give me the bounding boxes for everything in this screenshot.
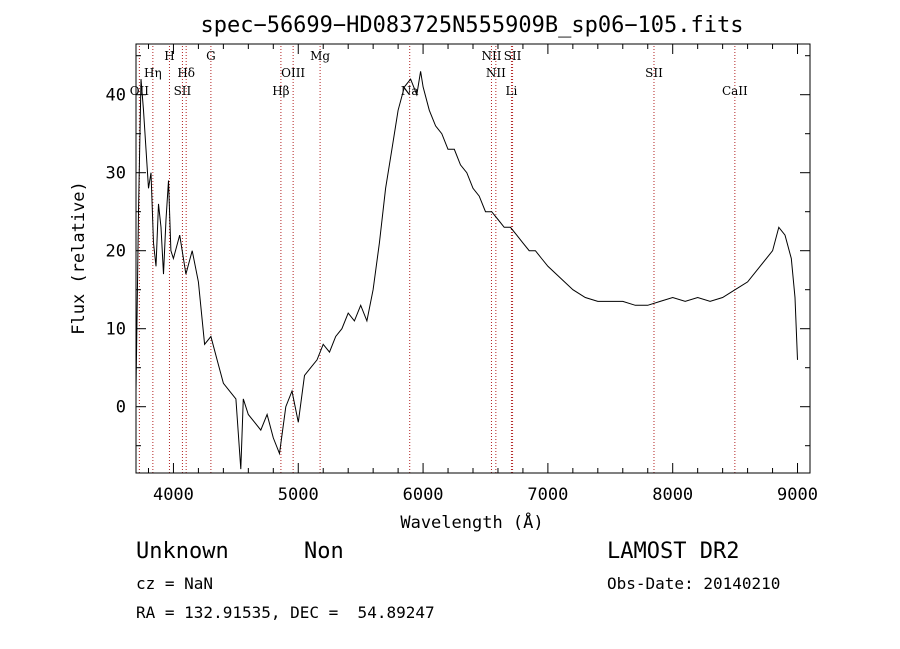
y-tick-label: 30 xyxy=(106,164,126,184)
y-tick-label: 40 xyxy=(106,86,126,106)
line-marker-label: NII xyxy=(481,49,501,63)
spectrum-line xyxy=(135,71,798,470)
line-marker-label: H xyxy=(164,49,174,63)
line-marker-label: OIII xyxy=(281,66,305,80)
y-tick-label: 10 xyxy=(106,320,126,340)
object-subclass: Non xyxy=(304,539,344,564)
line-marker-label: CaII xyxy=(722,84,748,98)
redshift-label: cz = NaN xyxy=(136,574,214,593)
y-axis-ticks: 0 10 20 30 40 xyxy=(106,55,810,447)
object-class: Unknown xyxy=(136,539,229,564)
line-marker-label: Hδ xyxy=(177,66,195,80)
x-tick-label: 4000 xyxy=(153,485,194,505)
line-marker-label: SII xyxy=(174,84,192,98)
line-marker-label: SII xyxy=(645,66,663,80)
line-marker-label: NII xyxy=(486,66,506,80)
x-tick-label: 9000 xyxy=(777,485,818,505)
line-marker-label: G xyxy=(206,49,216,63)
line-marker-label: Mg xyxy=(310,49,330,63)
obs-date-label: Obs-Date: 20140210 xyxy=(607,574,781,593)
line-marker-label: Li xyxy=(506,84,518,98)
chart-title: spec−56699−HD083725N555909B_sp06−105.fit… xyxy=(200,13,743,38)
line-marker-label: Hη xyxy=(144,66,162,80)
coordinates-label: RA = 132.91535, DEC = 54.89247 xyxy=(136,603,435,622)
survey-label: LAMOST DR2 xyxy=(607,539,740,564)
x-tick-label: 6000 xyxy=(403,485,444,505)
y-tick-label: 0 xyxy=(116,398,126,418)
x-tick-label: 7000 xyxy=(527,485,568,505)
line-marker-label: SII xyxy=(504,49,522,63)
x-tick-label: 8000 xyxy=(652,485,693,505)
line-marker-label: Hβ xyxy=(272,84,289,98)
y-axis-label: Flux (relative) xyxy=(69,181,89,335)
x-tick-label: 5000 xyxy=(278,485,319,505)
line-marker-label: OII xyxy=(130,84,150,98)
x-axis-label: Wavelength (Å) xyxy=(400,511,543,533)
y-tick-label: 20 xyxy=(106,242,126,262)
plot-frame xyxy=(135,43,811,474)
x-axis-ticks: 4000 5000 6000 7000 8000 9000 xyxy=(147,44,818,505)
